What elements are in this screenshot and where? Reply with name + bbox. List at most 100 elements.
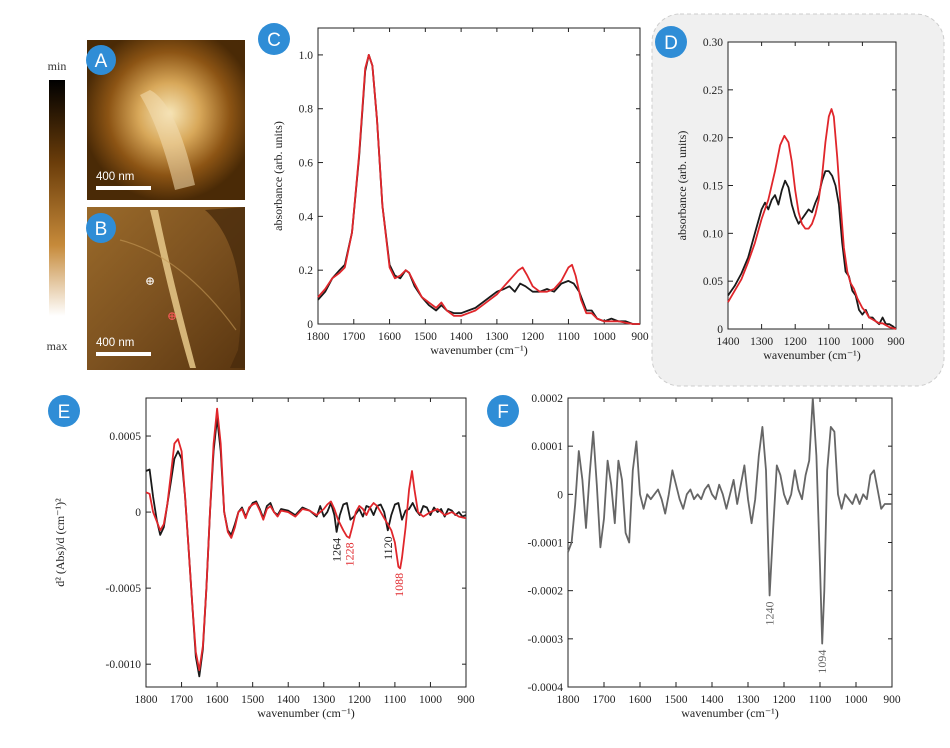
plot-area — [317, 27, 641, 325]
x-axis-label: wavenumber (cm⁻¹) — [763, 348, 861, 362]
x-tick-label: 1200 — [773, 694, 796, 706]
x-tick-label: 1400 — [701, 694, 724, 706]
x-tick-label: 1200 — [348, 694, 371, 706]
x-tick-label: 1300 — [312, 694, 335, 706]
y-tick-label: 0.15 — [703, 181, 723, 193]
x-tick-label: 1700 — [342, 331, 365, 343]
y-tick-label: 0.8 — [299, 104, 314, 116]
y-tick-label: 0.30 — [703, 37, 723, 49]
y-tick-label: -0.0002 — [528, 586, 564, 598]
peak-annotation: 1228 — [342, 542, 356, 566]
x-tick-label: 900 — [631, 331, 649, 343]
x-tick-label: 1200 — [784, 336, 807, 348]
plot-area — [567, 397, 893, 688]
x-tick-label: 1800 — [307, 331, 330, 343]
series-line-red — [317, 54, 640, 325]
y-tick-label: -0.0005 — [106, 583, 142, 595]
chart-c: 1800 1700 1600 1500 1400 1300 1200 1100 1000 900 0… — [271, 27, 649, 357]
plot-area — [145, 397, 467, 688]
x-tick-label: 1100 — [557, 331, 580, 343]
peak-annotation: 1264 — [330, 538, 344, 562]
x-tick-label: 1100 — [809, 694, 832, 706]
y-tick-label: 0.05 — [703, 276, 723, 288]
y-tick-label: 1.0 — [299, 50, 314, 62]
x-tick-label: 1800 — [135, 694, 158, 706]
x-tick-label: 1600 — [629, 694, 652, 706]
x-tick-label: 1300 — [737, 694, 760, 706]
y-tick-label: -0.0001 — [528, 538, 564, 550]
series-line-gray — [567, 397, 892, 645]
y-tick-label: 0.20 — [703, 133, 723, 145]
plot-area — [727, 41, 897, 330]
y-tick-label: 0 — [557, 489, 563, 501]
x-tick-label: 1000 — [419, 694, 442, 706]
peak-annotation: 1120 — [381, 536, 395, 560]
x-tick-label: 900 — [883, 694, 901, 706]
y-tick-label: 0 — [135, 507, 141, 519]
x-axis-label: wavenumber (cm⁻¹) — [681, 706, 779, 720]
colorbar — [49, 80, 65, 316]
scalebar-b — [96, 352, 151, 356]
badge-f: F — [487, 395, 519, 427]
marker-black-cross: ⊕ — [145, 274, 155, 288]
x-tick-label: 1000 — [845, 694, 868, 706]
x-tick-label: 900 — [457, 694, 475, 706]
y-tick-label: 0 — [717, 324, 723, 336]
x-tick-label: 1500 — [665, 694, 688, 706]
svg-text:A: A — [95, 51, 108, 72]
x-tick-label: 1300 — [750, 336, 773, 348]
x-tick-label: 1700 — [170, 694, 193, 706]
y-axis-label: absorbance (arb. units) — [271, 121, 285, 231]
x-tick-label: 900 — [887, 336, 905, 348]
y-tick-label: 0.2 — [299, 265, 314, 277]
series-line-red — [145, 407, 467, 672]
y-tick-label: -0.0003 — [528, 634, 564, 646]
scalebar-a-label: 400 nm — [96, 171, 134, 183]
badge-b: B — [86, 213, 116, 243]
y-tick-label: 0.10 — [703, 228, 723, 240]
x-tick-label: 1200 — [521, 331, 544, 343]
x-tick-label: 1300 — [485, 331, 508, 343]
x-tick-label: 1600 — [206, 694, 229, 706]
x-tick-label: 1100 — [384, 694, 407, 706]
marker-red-cross: ⊕ — [167, 309, 177, 323]
x-tick-label: 1400 — [450, 331, 473, 343]
x-axis-label: wavenumber (cm⁻¹) — [257, 706, 355, 720]
x-tick-label: 1500 — [241, 694, 264, 706]
x-tick-label: 1400 — [717, 336, 740, 348]
scalebar-b-label: 400 nm — [96, 337, 134, 349]
svg-text:E: E — [58, 402, 71, 423]
svg-text:D: D — [664, 33, 678, 54]
peak-annotation: 1094 — [815, 650, 829, 674]
chart-f: 1800 1700 1600 1500 1400 1300 1200 1100 1000 900 0… — [528, 393, 901, 720]
x-axis-label: wavenumber (cm⁻¹) — [430, 343, 528, 357]
chart-e: 1800 1700 1600 1500 1400 1300 1200 1100 1000 900 0… — [53, 397, 475, 720]
x-tick-label: 1100 — [818, 336, 841, 348]
x-tick-label: 1800 — [557, 694, 580, 706]
x-tick-label: 1500 — [414, 331, 437, 343]
peak-annotation: 1088 — [392, 573, 406, 597]
x-tick-label: 1000 — [593, 331, 616, 343]
y-axis-label: absorbance (arb. units) — [675, 131, 689, 241]
y-tick-label: 0.25 — [703, 85, 723, 97]
y-tick-label: 0.0005 — [109, 431, 141, 443]
scalebar-a — [96, 186, 151, 190]
x-tick-label: 1700 — [593, 694, 616, 706]
y-tick-label: 0.6 — [299, 158, 314, 170]
y-tick-label: -0.0010 — [106, 659, 142, 671]
badge-c: C — [258, 23, 290, 55]
y-tick-label: 0 — [307, 319, 313, 331]
series-line-red — [727, 108, 897, 330]
peak-annotation: 1240 — [763, 601, 777, 625]
y-tick-label: 0.0002 — [531, 393, 563, 405]
y-tick-label: 0.0001 — [531, 441, 563, 453]
y-tick-label: 0.4 — [299, 211, 314, 223]
x-tick-label: 1600 — [378, 331, 401, 343]
colorbar-min-label: min — [48, 59, 67, 73]
chart-d: 1400 1300 1200 1100 1000 900 0 0.05 0.10 0.15 0.20… — [675, 37, 905, 362]
svg-text:C: C — [267, 30, 281, 51]
x-tick-label: 1000 — [851, 336, 874, 348]
svg-text:B: B — [95, 219, 108, 240]
x-tick-label: 1400 — [277, 694, 300, 706]
